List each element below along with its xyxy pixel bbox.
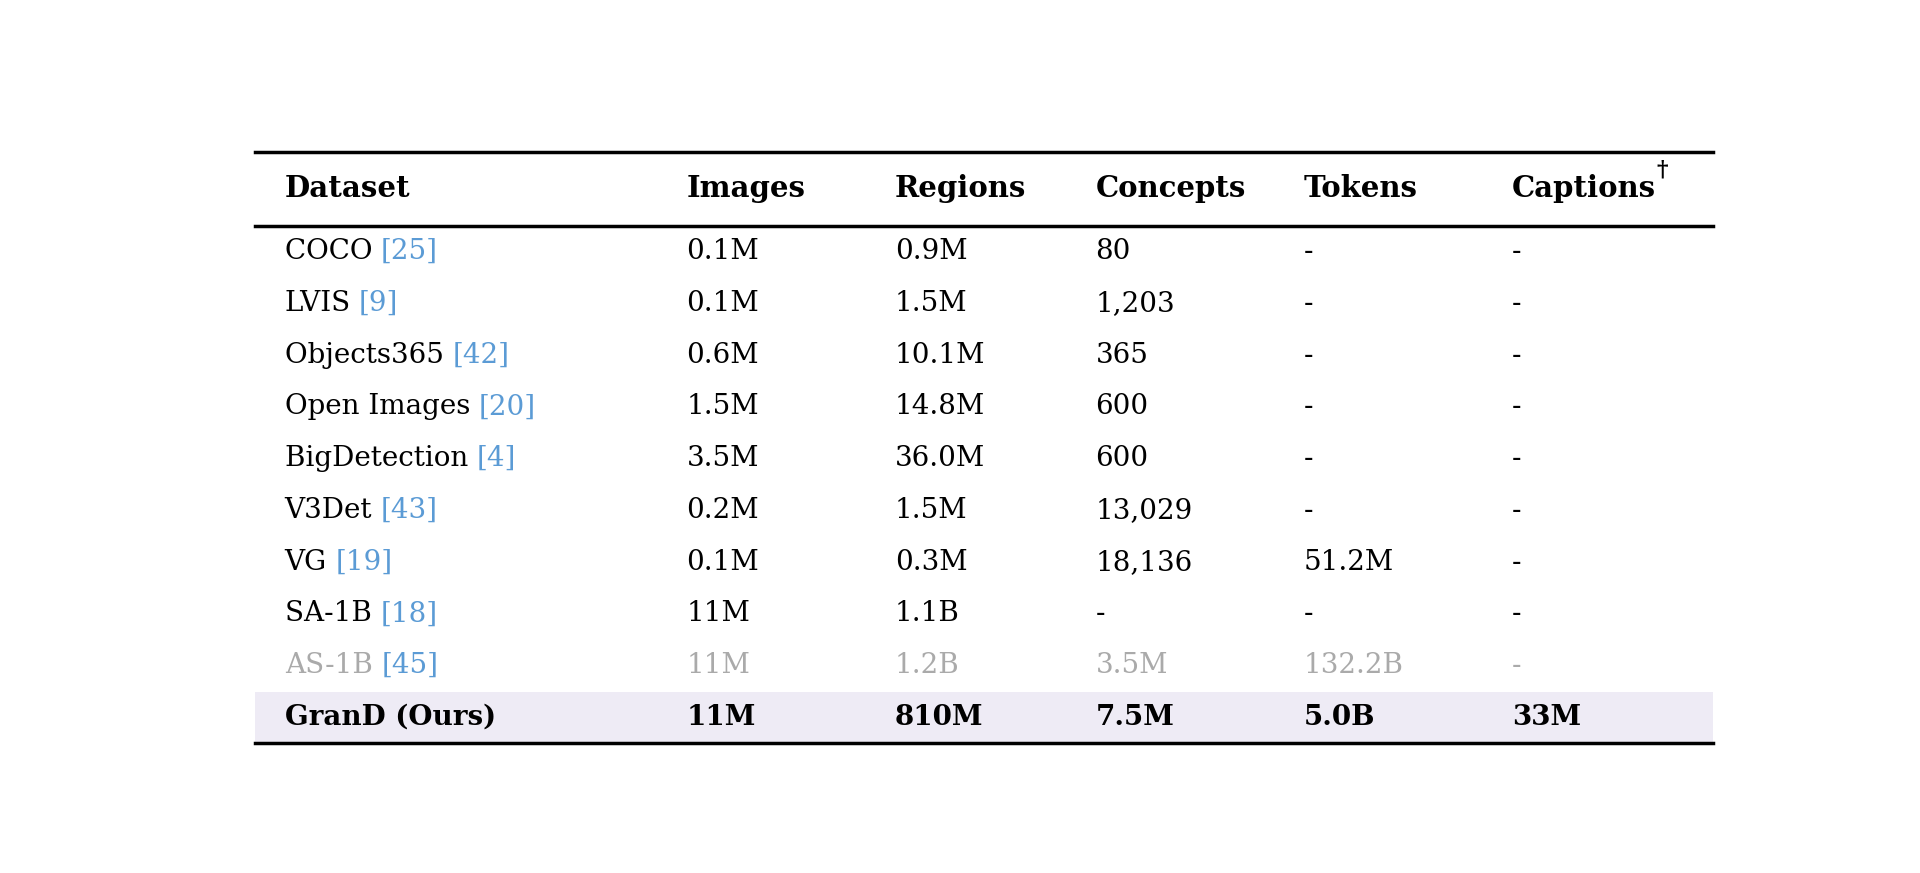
Text: 0.1M: 0.1M xyxy=(687,549,758,575)
Text: V3Det: V3Det xyxy=(284,497,380,524)
Text: 1.1B: 1.1B xyxy=(895,601,960,628)
Text: 1,203: 1,203 xyxy=(1096,290,1175,317)
Text: 13,029: 13,029 xyxy=(1096,497,1192,524)
Text: -: - xyxy=(1513,445,1523,472)
Text: -: - xyxy=(1304,238,1313,265)
Text: BigDetection: BigDetection xyxy=(284,445,476,472)
Text: 51.2M: 51.2M xyxy=(1304,549,1394,575)
Text: [4]: [4] xyxy=(476,445,516,472)
Text: 0.9M: 0.9M xyxy=(895,238,968,265)
Text: GranD (Ours): GranD (Ours) xyxy=(284,704,495,731)
Text: [18]: [18] xyxy=(380,601,438,628)
Text: -: - xyxy=(1304,290,1313,317)
Text: [25]: [25] xyxy=(380,238,438,265)
Text: 3.5M: 3.5M xyxy=(1096,652,1167,679)
Text: -: - xyxy=(1513,290,1523,317)
Text: †: † xyxy=(1657,159,1668,181)
Text: 0.6M: 0.6M xyxy=(687,341,758,368)
Text: Captions: Captions xyxy=(1513,175,1657,203)
Text: 1.5M: 1.5M xyxy=(895,290,968,317)
Text: 33M: 33M xyxy=(1513,704,1582,731)
Text: Tokens: Tokens xyxy=(1304,175,1417,203)
Text: 3.5M: 3.5M xyxy=(687,445,758,472)
Text: 14.8M: 14.8M xyxy=(895,394,985,421)
FancyBboxPatch shape xyxy=(255,691,1713,743)
Text: Open Images: Open Images xyxy=(284,394,478,421)
Text: [42]: [42] xyxy=(453,341,509,368)
Text: -: - xyxy=(1513,238,1523,265)
Text: -: - xyxy=(1304,445,1313,472)
Text: 0.1M: 0.1M xyxy=(687,238,758,265)
Text: 0.1M: 0.1M xyxy=(687,290,758,317)
Text: COCO: COCO xyxy=(284,238,380,265)
Text: -: - xyxy=(1513,549,1523,575)
Text: 810M: 810M xyxy=(895,704,983,731)
Text: 1.5M: 1.5M xyxy=(687,394,758,421)
Text: 0.3M: 0.3M xyxy=(895,549,968,575)
Text: [19]: [19] xyxy=(336,549,394,575)
Text: SA-1B: SA-1B xyxy=(284,601,380,628)
Text: 7.5M: 7.5M xyxy=(1096,704,1175,731)
Text: Regions: Regions xyxy=(895,175,1025,203)
Text: 11M: 11M xyxy=(687,652,751,679)
Text: -: - xyxy=(1513,497,1523,524)
Text: 1.2B: 1.2B xyxy=(895,652,960,679)
Text: [45]: [45] xyxy=(382,652,438,679)
Text: Dataset: Dataset xyxy=(284,175,411,203)
Text: 132.2B: 132.2B xyxy=(1304,652,1404,679)
Text: 600: 600 xyxy=(1096,394,1148,421)
Text: 600: 600 xyxy=(1096,445,1148,472)
Text: 0.2M: 0.2M xyxy=(687,497,758,524)
Text: [20]: [20] xyxy=(478,394,536,421)
Text: 365: 365 xyxy=(1096,341,1148,368)
Text: -: - xyxy=(1513,341,1523,368)
Text: 11M: 11M xyxy=(687,704,756,731)
Text: VG: VG xyxy=(284,549,336,575)
Text: 18,136: 18,136 xyxy=(1096,549,1192,575)
Text: -: - xyxy=(1513,394,1523,421)
Text: [9]: [9] xyxy=(359,290,397,317)
Text: 36.0M: 36.0M xyxy=(895,445,985,472)
Text: 11M: 11M xyxy=(687,601,751,628)
Text: 80: 80 xyxy=(1096,238,1131,265)
Text: -: - xyxy=(1304,394,1313,421)
Text: 1.5M: 1.5M xyxy=(895,497,968,524)
Text: [43]: [43] xyxy=(380,497,438,524)
Text: -: - xyxy=(1513,652,1523,679)
Text: Objects365: Objects365 xyxy=(284,341,453,368)
Text: AS-1B: AS-1B xyxy=(284,652,382,679)
Text: 10.1M: 10.1M xyxy=(895,341,985,368)
Text: 5.0B: 5.0B xyxy=(1304,704,1375,731)
Text: LVIS: LVIS xyxy=(284,290,359,317)
Text: -: - xyxy=(1096,601,1106,628)
Text: -: - xyxy=(1304,601,1313,628)
Text: -: - xyxy=(1304,497,1313,524)
Text: -: - xyxy=(1513,601,1523,628)
Text: Concepts: Concepts xyxy=(1096,175,1246,203)
Text: -: - xyxy=(1304,341,1313,368)
Text: Images: Images xyxy=(687,175,804,203)
